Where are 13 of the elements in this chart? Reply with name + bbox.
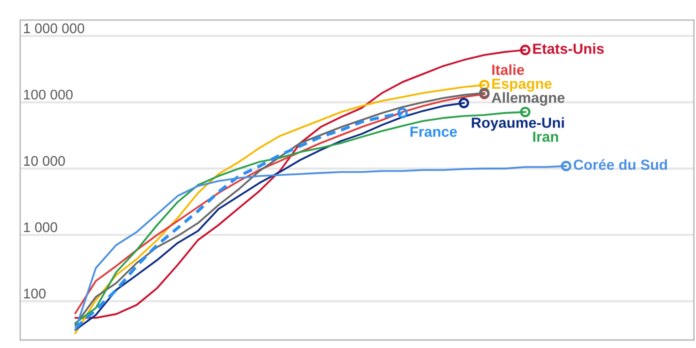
series-label: Allemagne [492, 92, 565, 106]
y-tick-label: 100 [24, 288, 46, 298]
series-label: Iran [533, 132, 558, 142]
series-label: Corée du Sud [574, 159, 667, 170]
series-label: France [410, 126, 457, 137]
y-tick-label: 1 000 [24, 222, 58, 232]
series-label: Italie [492, 64, 524, 75]
series-label: Royaume-Uni [472, 117, 564, 131]
series-label: Espagne [492, 78, 552, 92]
y-tick-label: 100 000 [24, 90, 73, 100]
y-tick-label: 10 000 [24, 156, 65, 166]
series-label: Etats-Unis [533, 43, 604, 54]
y-tick-label: 1 000 000 [24, 23, 84, 34]
